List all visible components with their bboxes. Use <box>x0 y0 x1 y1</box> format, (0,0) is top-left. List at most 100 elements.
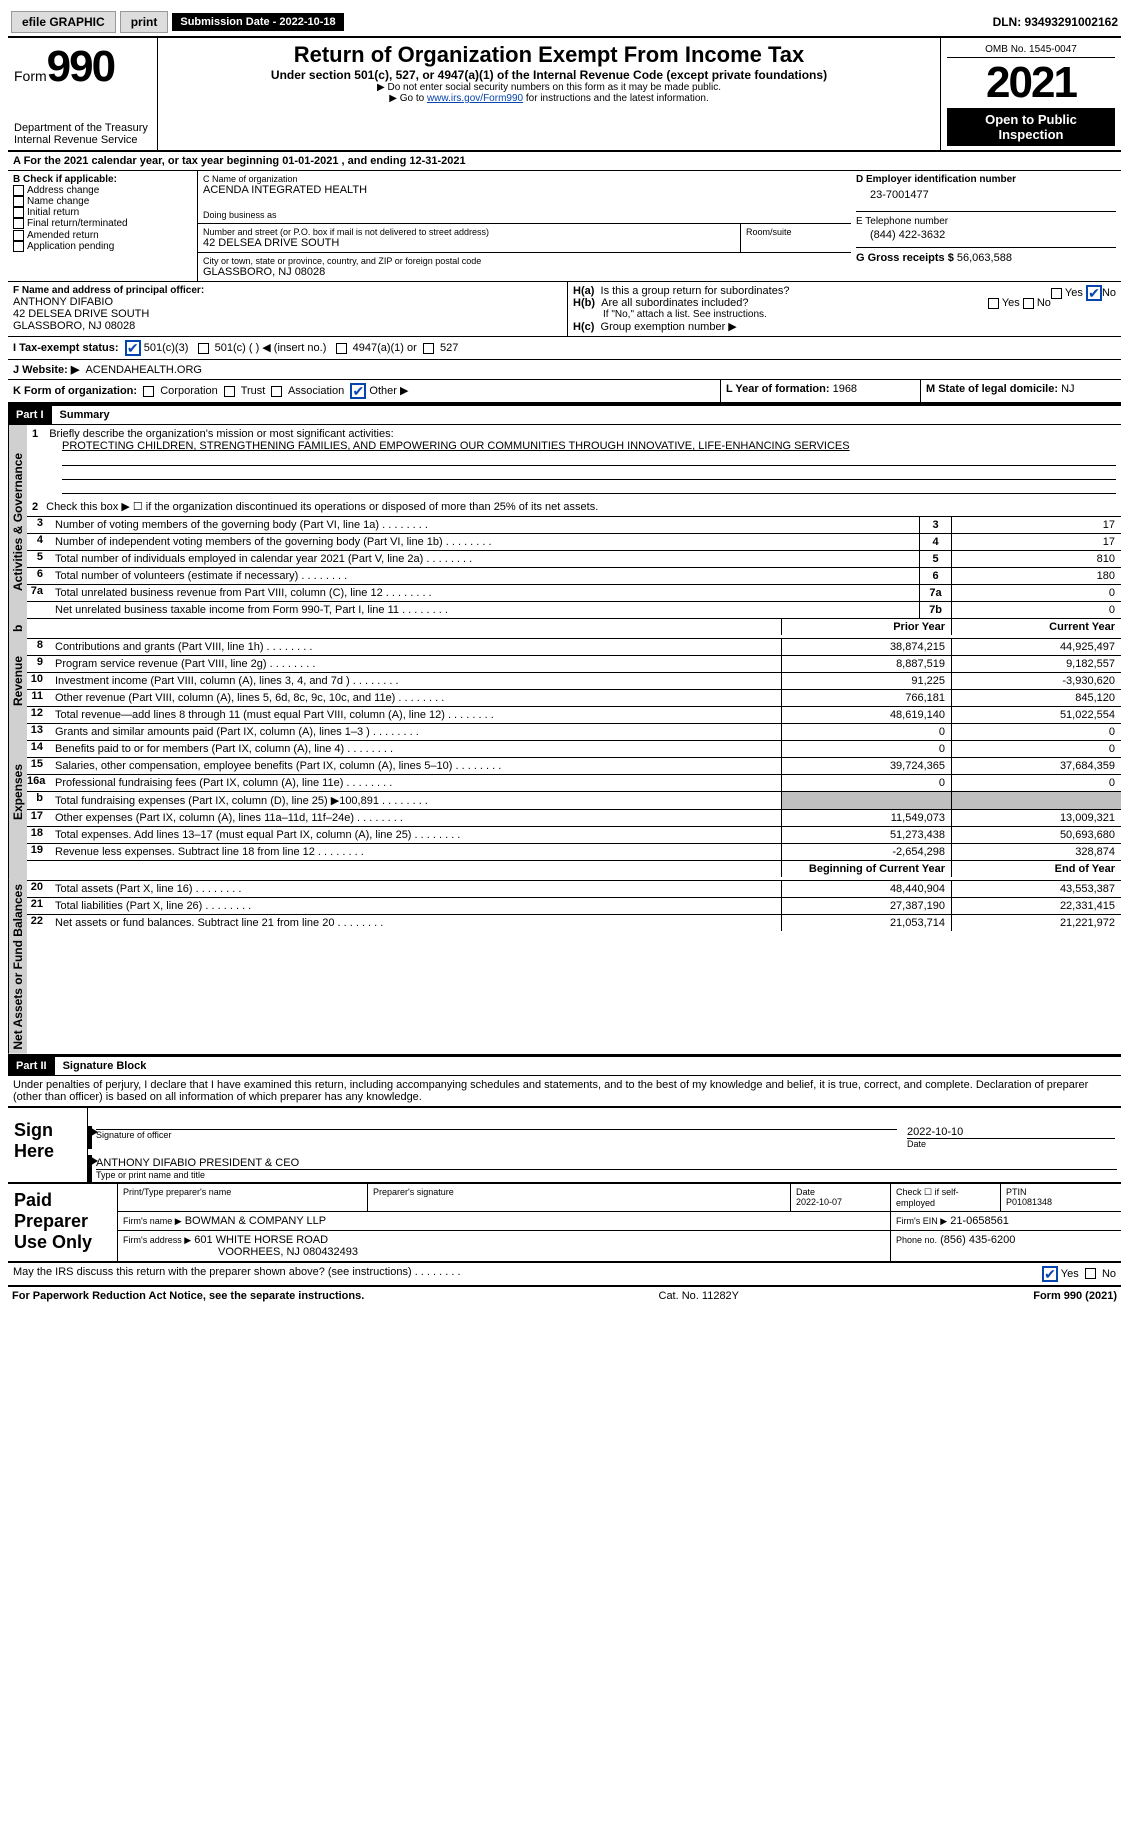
ein-value: 23-7001477 <box>856 185 1116 211</box>
officer-addr1: 42 DELSEA DRIVE SOUTH <box>13 308 562 320</box>
chk-amended-return[interactable]: Amended return <box>13 230 192 241</box>
line-text: Grants and similar amounts paid (Part IX… <box>51 724 781 740</box>
chk-final-return[interactable]: Final return/terminated <box>13 218 192 229</box>
current-year-value <box>951 792 1121 809</box>
line-value: 180 <box>951 568 1121 584</box>
current-year-value: 22,331,415 <box>951 898 1121 914</box>
print-button[interactable]: print <box>120 11 169 33</box>
prior-year-value: 48,619,140 <box>781 707 951 723</box>
officer-print-name: ANTHONY DIFABIO PRESIDENT & CEO <box>96 1157 1117 1169</box>
line-text: Other revenue (Part VIII, column (A), li… <box>51 690 781 706</box>
prior-year-value: 48,440,904 <box>781 881 951 897</box>
prior-year-value: 21,053,714 <box>781 915 951 931</box>
street-address: 42 DELSEA DRIVE SOUTH <box>203 237 735 249</box>
current-year-value: 845,120 <box>951 690 1121 706</box>
line-value: 0 <box>951 602 1121 618</box>
note-ssn: ▶ Do not enter social security numbers o… <box>164 82 934 93</box>
current-year-value: 0 <box>951 741 1121 757</box>
line2: Check this box ▶ ☐ if the organization d… <box>46 501 598 513</box>
end-year-head: End of Year <box>951 861 1121 877</box>
chk-address-change[interactable]: Address change <box>13 185 192 196</box>
line-box: 7b <box>919 602 951 618</box>
open-to-public: Open to Public Inspection <box>947 108 1115 146</box>
paid-preparer-label: Paid Preparer Use Only <box>8 1184 118 1261</box>
firm-addr2: VOORHEES, NJ 080432493 <box>123 1246 358 1258</box>
current-year-value: -3,930,620 <box>951 673 1121 689</box>
line-text: Net assets or fund balances. Subtract li… <box>51 915 781 931</box>
prior-year-value: 0 <box>781 775 951 791</box>
line-value: 0 <box>951 585 1121 601</box>
form-subtitle: Under section 501(c), 527, or 4947(a)(1)… <box>164 68 934 82</box>
tab-revenue: Revenue <box>8 638 27 723</box>
irs-form990-link[interactable]: www.irs.gov/Form990 <box>427 93 523 104</box>
prep-date: 2022-10-07 <box>796 1197 842 1207</box>
chk-other[interactable] <box>350 383 366 399</box>
tab-governance: Activities & Governance <box>8 425 27 618</box>
firm-phone: (856) 435-6200 <box>940 1234 1015 1246</box>
current-year-value: 21,221,972 <box>951 915 1121 931</box>
line-box: 7a <box>919 585 951 601</box>
sig-officer-label: Signature of officer <box>96 1130 897 1140</box>
line-box: 3 <box>919 517 951 533</box>
prior-year-value: 39,724,365 <box>781 758 951 774</box>
line-text: Salaries, other compensation, employee b… <box>51 758 781 774</box>
prior-year-value: 766,181 <box>781 690 951 706</box>
website-value: ACENDAHEALTH.ORG <box>85 364 202 376</box>
line-text: Program service revenue (Part VIII, line… <box>51 656 781 672</box>
hb-note: If "No," attach a list. See instructions… <box>573 309 1116 320</box>
prior-year-value: 0 <box>781 741 951 757</box>
discuss-yes-check[interactable] <box>1042 1266 1058 1282</box>
state-domicile: NJ <box>1061 383 1074 395</box>
phone-value: (844) 422-3632 <box>856 227 1116 247</box>
hc-label: Group exemption number ▶ <box>601 321 737 333</box>
prior-year-value: 27,387,190 <box>781 898 951 914</box>
ha-no-check[interactable] <box>1086 285 1102 301</box>
chk-application-pending[interactable]: Application pending <box>13 241 192 252</box>
tab-spacer: b <box>8 618 27 638</box>
chk-501c3[interactable] <box>125 340 141 356</box>
line-text: Total fundraising expenses (Part IX, col… <box>51 792 781 809</box>
city-state-zip: GLASSBORO, NJ 08028 <box>203 266 846 278</box>
prep-sig-label: Preparer's signature <box>368 1184 791 1211</box>
ha-label: Is this a group return for subordinates? <box>601 285 790 297</box>
form-header: Form990 Department of the Treasury Inter… <box>8 38 1121 152</box>
ptin-value: P01081348 <box>1006 1197 1052 1207</box>
current-year-value: 0 <box>951 775 1121 791</box>
begin-year-head: Beginning of Current Year <box>781 861 951 877</box>
current-year-head: Current Year <box>951 619 1121 635</box>
line-text: Number of voting members of the governin… <box>51 517 919 533</box>
line-value: 17 <box>951 534 1121 550</box>
line-box: 6 <box>919 568 951 584</box>
prior-year-value: 51,273,438 <box>781 827 951 843</box>
website-label: J Website: ▶ <box>13 364 79 376</box>
gross-receipts-label: G Gross receipts $ <box>856 252 954 264</box>
line-text: Other expenses (Part IX, column (A), lin… <box>51 810 781 826</box>
current-year-value: 328,874 <box>951 844 1121 860</box>
chk-initial-return[interactable]: Initial return <box>13 207 192 218</box>
prior-year-value: -2,654,298 <box>781 844 951 860</box>
sig-date: 2022-10-10 <box>907 1126 1115 1138</box>
efile-button[interactable]: efile GRAPHIC <box>11 11 116 33</box>
line-text: Number of independent voting members of … <box>51 534 919 550</box>
self-employed-check[interactable]: Check ☐ if self-employed <box>891 1184 1001 1211</box>
line-text: Total expenses. Add lines 13–17 (must eq… <box>51 827 781 843</box>
prior-year-value <box>781 792 951 809</box>
chk-name-change[interactable]: Name change <box>13 196 192 207</box>
omb-number: OMB No. 1545-0047 <box>947 42 1115 58</box>
org-name: ACENDA INTEGRATED HEALTH <box>203 184 846 196</box>
line-text: Investment income (Part VIII, column (A)… <box>51 673 781 689</box>
current-year-value: 43,553,387 <box>951 881 1121 897</box>
line-value: 17 <box>951 517 1121 533</box>
toolbar: efile GRAPHIC print Submission Date - 20… <box>8 8 1121 36</box>
paperwork-notice: For Paperwork Reduction Act Notice, see … <box>12 1290 364 1302</box>
firm-ein: 21-0658561 <box>950 1215 1009 1227</box>
line-text: Professional fundraising fees (Part IX, … <box>51 775 781 791</box>
date-label: Date <box>907 1139 1115 1149</box>
catalog-number: Cat. No. 11282Y <box>659 1290 740 1302</box>
officer-addr2: GLASSBORO, NJ 08028 <box>13 320 562 332</box>
year-formation: 1968 <box>833 383 857 395</box>
line-box: 5 <box>919 551 951 567</box>
prior-year-value: 0 <box>781 724 951 740</box>
note-link: ▶ Go to www.irs.gov/Form990 for instruct… <box>164 93 934 104</box>
line-text: Total number of volunteers (estimate if … <box>51 568 919 584</box>
